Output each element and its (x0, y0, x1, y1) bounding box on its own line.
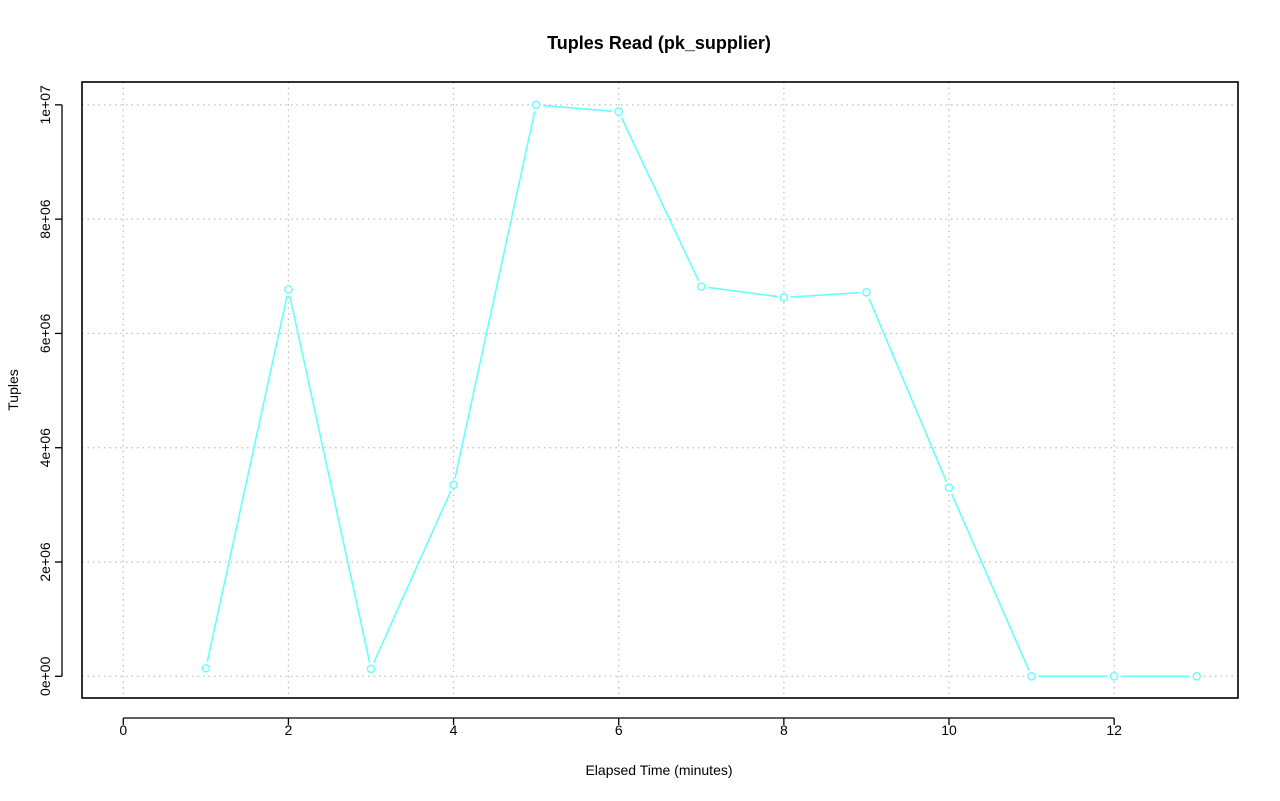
x-tick-label: 4 (450, 722, 458, 738)
series-line-segment (289, 295, 371, 663)
y-tick-label: 6e+06 (37, 314, 53, 354)
y-tick-label: 2e+06 (37, 542, 53, 582)
x-axis: 0 2 4 6 8 10 12 (119, 717, 1122, 738)
series-group (201, 100, 1202, 681)
x-tick-label: 8 (780, 722, 788, 738)
y-tick-label: 8e+06 (37, 199, 53, 239)
x-tick-label: 6 (615, 722, 623, 738)
y-tick-label: 1e+07 (37, 85, 53, 125)
series-line-segment (790, 291, 860, 298)
y-axis: 0e+00 2e+06 4e+06 6e+06 8e+06 1e+07 (37, 85, 63, 696)
data-point (779, 293, 789, 302)
series-line-segment (707, 286, 778, 298)
series-line-segment (620, 117, 700, 281)
data-point (944, 483, 954, 493)
series-line-segment (206, 295, 288, 663)
y-tick-label: 0e+00 (37, 656, 53, 696)
x-tick-label: 2 (285, 722, 293, 738)
y-tick-label: 4e+06 (37, 428, 53, 468)
data-point (449, 480, 458, 490)
data-point (1192, 671, 1202, 681)
x-axis-title: Elapsed Time (minutes) (585, 762, 732, 778)
series-line-segment (454, 111, 536, 479)
series-line-segment (372, 490, 452, 664)
data-point (366, 664, 376, 674)
data-point (1027, 671, 1036, 681)
series-line-segment (950, 493, 1030, 671)
data-point (862, 287, 871, 297)
grid (82, 82, 1238, 698)
series-line-segment (868, 298, 948, 482)
x-tick-label: 12 (1106, 722, 1122, 738)
series-line-segment (542, 104, 613, 112)
data-point (1109, 671, 1119, 681)
plot-area (81, 81, 1239, 699)
y-axis-title: Tuples (5, 369, 21, 411)
data-point (284, 285, 293, 294)
x-tick-label: 10 (941, 722, 957, 738)
chart-title: Tuples Read (pk_supplier) (547, 33, 771, 53)
data-point (531, 100, 541, 110)
data-point (696, 282, 706, 291)
data-point (614, 107, 624, 117)
x-tick-label: 0 (119, 722, 127, 738)
data-point (201, 663, 211, 673)
